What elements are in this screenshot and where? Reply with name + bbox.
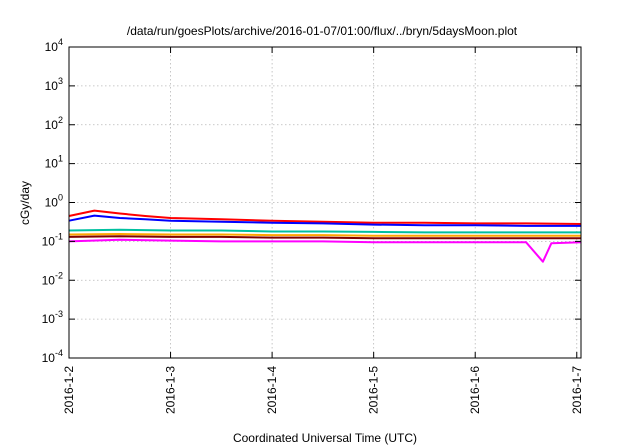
series-lines [68, 209, 582, 263]
y-tick-label: 101 [45, 154, 63, 171]
series-line-5 [68, 235, 581, 240]
y-tick-label: 10-3 [42, 309, 63, 326]
series-line-6 [68, 238, 582, 263]
x-axis-ticks: 2016-1-2 2016-1-3 2016-1-4 2016-1-5 2016-1-6… [62, 47, 584, 414]
chart-title: /data/run/goesPlots/archive/2016-01-07/0… [127, 24, 518, 38]
grid [69, 47, 581, 358]
y-tick-label: 10-4 [42, 348, 63, 365]
x-tick-label: 2016-1-5 [367, 366, 381, 414]
x-tick-label: 2016-1-7 [570, 366, 584, 414]
x-tick-label: 2016-1-4 [265, 366, 279, 414]
x-tick-label: 2016-1-3 [164, 366, 178, 414]
y-tick-label: 104 [45, 37, 63, 54]
series-line-4 [68, 233, 581, 237]
y-tick-label: 100 [45, 193, 63, 210]
y-tick-label: 10-1 [42, 231, 63, 248]
series-line-1 [68, 209, 582, 225]
y-tick-label: 103 [45, 76, 63, 93]
x-tick-label: 2016-1-6 [468, 366, 482, 414]
y-axis-label: cGy/day [18, 181, 32, 225]
series-line-2 [68, 214, 581, 227]
y-tick-label: 10-2 [42, 270, 63, 287]
x-tick-label: 2016-1-2 [62, 366, 76, 414]
series-line-3 [68, 228, 581, 234]
y-tick-label: 102 [45, 115, 63, 132]
x-axis-label: Coordinated Universal Time (UTC) [233, 431, 417, 445]
y-axis-ticks: 10-4 10-3 10-2 10-1 100 101 102 103 104 [42, 37, 581, 365]
